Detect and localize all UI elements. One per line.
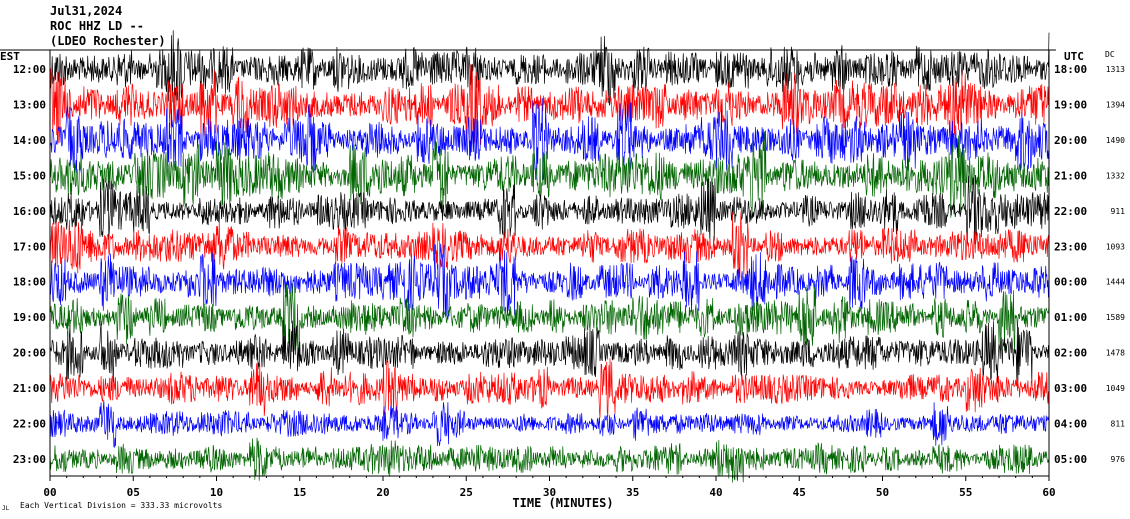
x-tick-label: 35 [626, 486, 639, 499]
x-axis-title: TIME (MINUTES) [512, 496, 613, 510]
est-time-label: 14:00 [13, 134, 46, 147]
utc-time-label: 21:00 [1054, 169, 1087, 182]
dc-offset-label: 1332 [1106, 171, 1125, 180]
trace-row-12:00 [49, 30, 1050, 106]
utc-time-label: 20:00 [1054, 134, 1087, 147]
label-layer: 12:00 18:00 1313 13:00 19:00 1394 14:00 20:00 14… [13, 63, 1125, 499]
x-tick-label: 55 [959, 486, 972, 499]
dc-offset-label: 1093 [1106, 242, 1125, 251]
trace-row-13:00 [49, 63, 1050, 145]
est-time-label: 17:00 [13, 240, 46, 253]
x-tick-label: 25 [460, 486, 473, 499]
date-label: Jul31,2024 [50, 4, 123, 18]
dc-header-label: DC [1105, 50, 1115, 59]
utc-time-label: 19:00 [1054, 98, 1087, 111]
station-label: ROC HHZ LD -- [50, 19, 144, 33]
est-time-label: 22:00 [13, 418, 46, 431]
location-label: (LDEO Rochester) [50, 34, 166, 48]
dc-offset-label: 1490 [1106, 136, 1125, 145]
utc-time-label: 03:00 [1054, 382, 1087, 395]
x-tick-label: 20 [376, 486, 389, 499]
utc-time-label: 04:00 [1054, 418, 1087, 431]
utc-time-label: 18:00 [1054, 63, 1087, 76]
x-tick-label: 00 [43, 486, 56, 499]
trace-row-23:00 [49, 437, 1050, 483]
utc-time-label: 01:00 [1054, 311, 1087, 324]
dc-offset-label: 811 [1111, 420, 1126, 429]
est-time-label: 16:00 [13, 205, 46, 218]
est-axis-label: EST [0, 50, 20, 63]
utc-axis-label: UTC [1064, 50, 1084, 63]
trace-row-20:00 [49, 320, 1050, 384]
est-time-label: 18:00 [13, 276, 46, 289]
dc-offset-label: 1589 [1106, 313, 1125, 322]
est-time-label: 12:00 [13, 63, 46, 76]
trace-row-15:00 [49, 130, 1050, 218]
dc-offset-label: 1444 [1106, 278, 1125, 287]
trace-row-16:00 [49, 175, 1050, 245]
dc-offset-label: 1394 [1106, 100, 1125, 109]
dc-offset-label: 911 [1111, 207, 1126, 216]
trace-row-18:00 [49, 243, 1050, 320]
est-time-label: 20:00 [13, 347, 46, 360]
utc-time-label: 22:00 [1054, 205, 1087, 218]
x-tick-label: 50 [876, 486, 889, 499]
trace-layer [49, 30, 1050, 483]
est-time-label: 13:00 [13, 98, 46, 111]
x-tick-label: 15 [293, 486, 306, 499]
est-time-label: 15:00 [13, 169, 46, 182]
trace-row-17:00 [49, 211, 1050, 279]
x-tick-label: 30 [543, 486, 556, 499]
vertical-division-note: Each Vertical Division = 333.33 microvol… [20, 501, 222, 510]
trace-row-21:00 [49, 358, 1050, 418]
x-tick-label: 10 [210, 486, 223, 499]
trace-row-22:00 [49, 400, 1050, 449]
trace-row-19:00 [49, 283, 1050, 353]
dc-offset-label: 1049 [1106, 384, 1125, 393]
x-tick-label: 45 [793, 486, 806, 499]
est-time-label: 19:00 [13, 311, 46, 324]
x-tick-label: 60 [1042, 486, 1055, 499]
x-tick-label: 05 [127, 486, 140, 499]
utc-time-label: 05:00 [1054, 453, 1087, 466]
footer-mark: JL [2, 505, 10, 512]
est-time-label: 21:00 [13, 382, 46, 395]
plot-frame [0, 49, 1056, 481]
utc-time-label: 00:00 [1054, 276, 1087, 289]
utc-time-label: 02:00 [1054, 347, 1087, 360]
dc-offset-label: 1478 [1106, 349, 1125, 358]
x-tick-label: 40 [709, 486, 722, 499]
utc-time-label: 23:00 [1054, 240, 1087, 253]
dc-offset-label: 1313 [1106, 65, 1125, 74]
est-time-label: 23:00 [13, 453, 46, 466]
dc-offset-label: 976 [1111, 455, 1126, 464]
